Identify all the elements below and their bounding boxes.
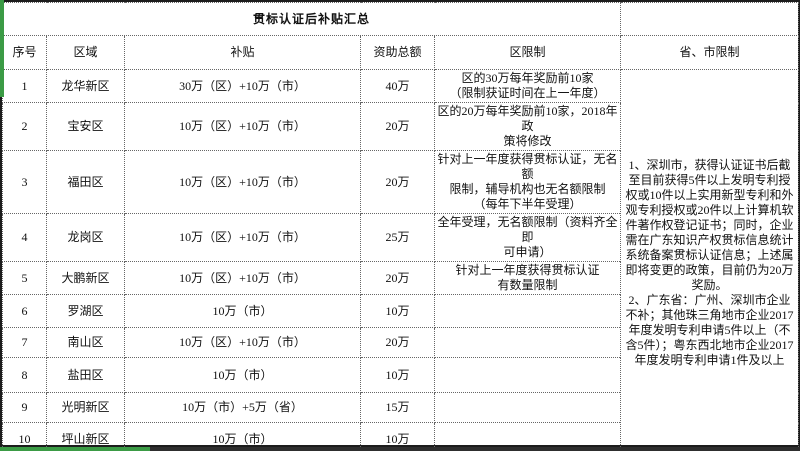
cell-region: 龙华新区	[46, 69, 125, 103]
cell-subsidy: 10万（市）	[124, 357, 361, 393]
cell-region: 盐田区	[46, 357, 125, 393]
cell-total: 10万	[360, 294, 435, 328]
cell-no: 10	[2, 422, 47, 451]
header-district-limit: 区限制	[433, 35, 622, 70]
cell-total: 20万	[360, 261, 435, 295]
cell-total: 10万	[360, 422, 435, 451]
cell-total: 10万	[360, 357, 435, 393]
cell-total: 20万	[360, 327, 435, 358]
cell-total: 15万	[360, 392, 435, 423]
cell-total: 20万	[360, 150, 435, 214]
cell-district-limit: 区的30万每年奖励前10家 （限制获证时间在上一年度）	[433, 69, 622, 103]
cell-total: 40万	[360, 69, 435, 103]
cell-region: 宝安区	[46, 102, 125, 151]
title-spacer	[620, 2, 800, 36]
cell-region: 光明新区	[46, 392, 125, 423]
cell-no: 1	[2, 69, 47, 103]
cell-no: 5	[2, 261, 47, 295]
header-region: 区域	[46, 35, 125, 70]
cell-no: 3	[2, 150, 47, 214]
cell-province-city-limit: 1、深圳市，获得认证证书后截至目前获得5件以上发明专利授权或10件以上实用新型专…	[620, 69, 800, 451]
cell-region: 龙岗区	[46, 213, 125, 262]
title-row: 贯标认证后补贴汇总	[1, 2, 800, 36]
left-green-edge	[0, 0, 4, 97]
cell-subsidy: 10万（市）	[124, 294, 361, 328]
cell-region: 福田区	[46, 150, 125, 214]
header-total: 资助总额	[360, 35, 435, 70]
cell-district-limit: 针对上一年度获得贯标认证 有数量限制	[433, 261, 622, 295]
header-province-city-limit: 省、市限制	[620, 35, 800, 70]
cell-subsidy: 10万（区）+10万（市）	[124, 327, 361, 358]
page-title: 贯标认证后补贴汇总	[1, 2, 622, 36]
cell-district-limit: 全年受理，无名额限制（资料齐全即 可申请）	[433, 213, 622, 262]
header-subsidy: 补贴	[124, 35, 361, 70]
cell-subsidy: 10万（区）+10万（市）	[124, 213, 361, 262]
cell-no: 8	[2, 357, 47, 393]
cell-district-limit	[433, 392, 622, 423]
cell-no: 9	[2, 392, 47, 423]
table-row: 1 龙华新区 30万（区）+10万（市） 40万 区的30万每年奖励前10家 （…	[2, 69, 800, 451]
table-row: 4 龙岗区 10万（区）+10万（市） 25万 全年受理，无名额限制（资料齐全即…	[2, 213, 799, 262]
header-row: 序号 区域 补贴 资助总额 区限制 省、市限制	[2, 35, 800, 70]
cell-subsidy: 10万（区）+10万（市）	[124, 261, 361, 295]
cell-district-limit	[433, 422, 622, 451]
cell-district-limit: 区的20万每年奖励前10家，2018年政 策将修改	[433, 102, 622, 151]
cell-no: 7	[2, 327, 47, 358]
cell-no: 2	[2, 102, 47, 151]
cell-subsidy: 10万（区）+10万（市）	[124, 102, 361, 151]
table-row: 7 南山区 10万（区）+10万（市） 20万	[2, 327, 799, 358]
bottom-strip-green	[0, 447, 150, 451]
cell-total: 20万	[360, 102, 435, 151]
bottom-strip-dark	[150, 447, 800, 451]
cell-region: 罗湖区	[46, 294, 125, 328]
table-row: 3 福田区 10万（区）+10万（市） 20万 针对上一年度获得贯标认证，无名额…	[2, 150, 799, 214]
bottom-strip	[0, 447, 800, 451]
cell-district-limit	[433, 327, 622, 358]
cell-subsidy: 30万（区）+10万（市）	[124, 69, 361, 103]
cell-region: 大鹏新区	[46, 261, 125, 295]
header-no: 序号	[2, 35, 47, 70]
cell-subsidy: 10万（区）+10万（市）	[124, 150, 361, 214]
cell-no: 6	[2, 294, 47, 328]
cell-district-limit: 针对上一年度获得贯标认证，无名额 限制，辅导机构也无名额限制 （每年下半年受理）	[433, 150, 622, 214]
cell-total: 25万	[360, 213, 435, 262]
cell-no: 4	[2, 213, 47, 262]
table-row: 10 坪山新区 10万（市） 10万	[2, 422, 799, 451]
cell-subsidy: 10万（市）+5万（省）	[124, 392, 361, 423]
cell-district-limit	[433, 357, 622, 393]
table-row: 6 罗湖区 10万（市） 10万	[2, 294, 799, 328]
cell-district-limit	[433, 294, 622, 328]
cell-region: 南山区	[46, 327, 125, 358]
table-row: 2 宝安区 10万（区）+10万（市） 20万 区的20万每年奖励前10家，20…	[2, 102, 799, 151]
